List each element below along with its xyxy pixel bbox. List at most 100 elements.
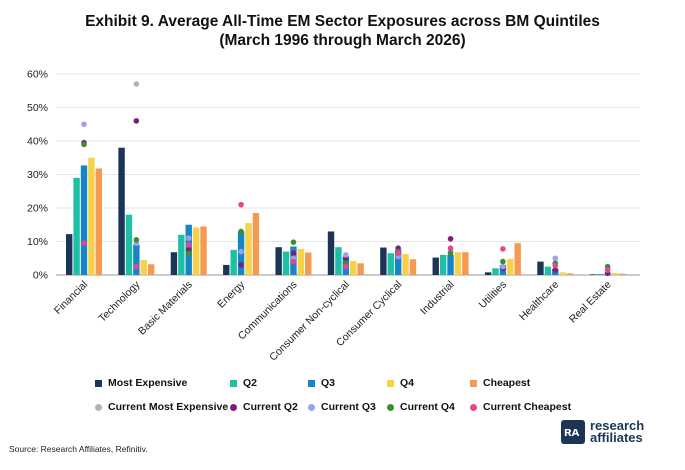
dot-current-q2-energy bbox=[238, 262, 244, 268]
chart-title: Exhibit 9. Average All-Time EM Sector Ex… bbox=[0, 12, 685, 50]
bar-most-expensive-communications bbox=[275, 247, 282, 275]
bar-q2-financial bbox=[73, 177, 80, 275]
legend-item-q2: Q2 bbox=[230, 377, 257, 389]
bar-cheapest-real-estate bbox=[619, 273, 626, 275]
legend-dot-icon bbox=[470, 403, 477, 411]
legend-label: Current Most Expensive bbox=[108, 401, 229, 413]
dot-current-q2-healthcare bbox=[552, 267, 559, 273]
x-tick-label-utilities: Utilities bbox=[477, 279, 509, 311]
bar-q2-utilities bbox=[492, 268, 499, 275]
legend-swatch-icon bbox=[95, 379, 102, 387]
x-tick-label-real-estate: Real Estate bbox=[567, 279, 614, 326]
bar-cheapest-utilities bbox=[514, 243, 521, 275]
legend-label: Q3 bbox=[321, 377, 336, 389]
research-affiliates-logo: ʀᴀ research affiliates bbox=[561, 419, 644, 444]
bar-q4-technology bbox=[140, 259, 147, 275]
bar-most-expensive-industrial bbox=[432, 257, 439, 275]
legend-item-current-q4: Current Q4 bbox=[387, 401, 455, 413]
bar-most-expensive-energy bbox=[223, 264, 230, 275]
dot-current-q2-technology bbox=[133, 118, 140, 124]
bar-q2-real-estate bbox=[597, 273, 604, 275]
bar-q2-consumer-non-cyclical bbox=[335, 247, 342, 275]
dot-current-q4-communications bbox=[290, 239, 297, 245]
bar-cheapest-consumer-cyclical bbox=[409, 259, 417, 275]
dot-current-cheapest-energy bbox=[238, 201, 244, 208]
dot-current-q2-industrial bbox=[447, 236, 454, 242]
dot-current-q3-utilities bbox=[500, 263, 506, 270]
bar-q2-healthcare bbox=[544, 266, 552, 275]
x-tick-label-financial: Financial bbox=[52, 279, 90, 317]
legend-dot-icon bbox=[308, 403, 315, 411]
bar-cheapest-basic-materials bbox=[200, 226, 207, 275]
y-tick-label: 40% bbox=[27, 136, 48, 148]
logo-mark-icon: ʀᴀ bbox=[561, 420, 585, 444]
bar-q4-energy bbox=[245, 223, 252, 275]
legend-label: Most Expensive bbox=[108, 377, 188, 389]
y-tick-label: 0% bbox=[33, 270, 48, 282]
legend-swatch-icon bbox=[470, 379, 477, 387]
bar-q4-financial bbox=[88, 157, 95, 275]
legend-label: Q2 bbox=[243, 377, 258, 389]
bar-q4-consumer-non-cyclical bbox=[350, 260, 357, 275]
legend-item-current-q3: Current Q3 bbox=[308, 401, 376, 413]
bar-cheapest-industrial bbox=[462, 252, 469, 275]
y-tick-label: 50% bbox=[27, 102, 48, 114]
bar-most-expensive-consumer-cyclical bbox=[380, 247, 387, 275]
dot-current-q3-financial bbox=[81, 121, 87, 128]
legend-item-cheapest: Cheapest bbox=[470, 377, 530, 389]
bar-most-expensive-real-estate bbox=[589, 274, 597, 275]
bar-q4-utilities bbox=[507, 258, 514, 275]
dot-current-cheapest-consumer-non-cyclical bbox=[343, 263, 349, 270]
dot-current-cheapest-financial bbox=[81, 240, 87, 246]
dot-current-cheapest-utilities bbox=[500, 246, 506, 252]
y-tick-label: 60% bbox=[27, 69, 48, 81]
chart-title-line-2: (March 1996 through March 2026) bbox=[219, 32, 466, 49]
bar-q4-industrial bbox=[454, 252, 462, 275]
bar-q4-healthcare bbox=[559, 272, 566, 275]
legend-item-q3: Q3 bbox=[308, 377, 335, 389]
legend-label: Current Cheapest bbox=[483, 401, 572, 413]
bar-most-expensive-basic-materials bbox=[170, 252, 178, 275]
legend-item-current-cheapest: Current Cheapest bbox=[470, 401, 571, 413]
dot-current-cheapest-consumer-cyclical bbox=[395, 250, 401, 257]
bar-cheapest-technology bbox=[147, 264, 155, 275]
dot-current-cheapest-technology bbox=[133, 263, 140, 270]
bar-q2-technology bbox=[125, 214, 133, 275]
bar-cheapest-healthcare bbox=[566, 273, 574, 275]
bar-q4-communications bbox=[297, 248, 305, 275]
legend-swatch-icon bbox=[230, 379, 237, 387]
bar-cheapest-energy bbox=[252, 213, 260, 275]
x-tick-label-basic-materials: Basic Materials bbox=[136, 279, 195, 338]
bar-cheapest-financial bbox=[95, 168, 102, 275]
y-tick-label: 10% bbox=[27, 236, 48, 248]
bar-most-expensive-consumer-non-cyclical bbox=[327, 231, 335, 275]
source-note: Source: Research Affiliates, Refinitiv. bbox=[9, 444, 148, 454]
x-tick-label-technology: Technology bbox=[96, 278, 143, 325]
legend-label: Current Q4 bbox=[400, 401, 455, 413]
dot-current-cheapest-healthcare bbox=[552, 262, 559, 269]
dot-current-cheapest-real-estate bbox=[604, 267, 611, 273]
bar-q2-industrial bbox=[439, 254, 447, 275]
dot-current-q4-financial bbox=[81, 141, 87, 148]
legend-item-most-expensive: Most Expensive bbox=[95, 377, 187, 389]
y-tick-label: 20% bbox=[27, 203, 48, 215]
legend-label: Current Q3 bbox=[321, 401, 376, 413]
bar-q3-technology bbox=[133, 244, 140, 275]
legend-swatch-icon bbox=[387, 379, 394, 387]
bar-q3-financial bbox=[80, 165, 88, 275]
current-dots bbox=[81, 81, 611, 277]
legend-label: Cheapest bbox=[483, 377, 531, 389]
bar-q3-consumer-cyclical bbox=[394, 249, 402, 275]
x-tick-label-healthcare: Healthcare bbox=[517, 279, 562, 324]
dot-current-q3-consumer-non-cyclical bbox=[343, 252, 349, 258]
bar-q2-basic-materials bbox=[178, 234, 185, 275]
bar-most-expensive-healthcare bbox=[537, 261, 544, 275]
bar-cheapest-communications bbox=[305, 252, 312, 275]
dot-current-q4-basic-materials bbox=[185, 250, 192, 257]
chart-title-line-1: Exhibit 9. Average All-Time EM Sector Ex… bbox=[85, 13, 600, 30]
dot-current-q4-utilities bbox=[500, 258, 506, 265]
dot-current-cheapest-communications bbox=[290, 258, 297, 265]
bar-most-expensive-financial bbox=[66, 234, 73, 275]
legend-label: Q4 bbox=[400, 377, 415, 389]
